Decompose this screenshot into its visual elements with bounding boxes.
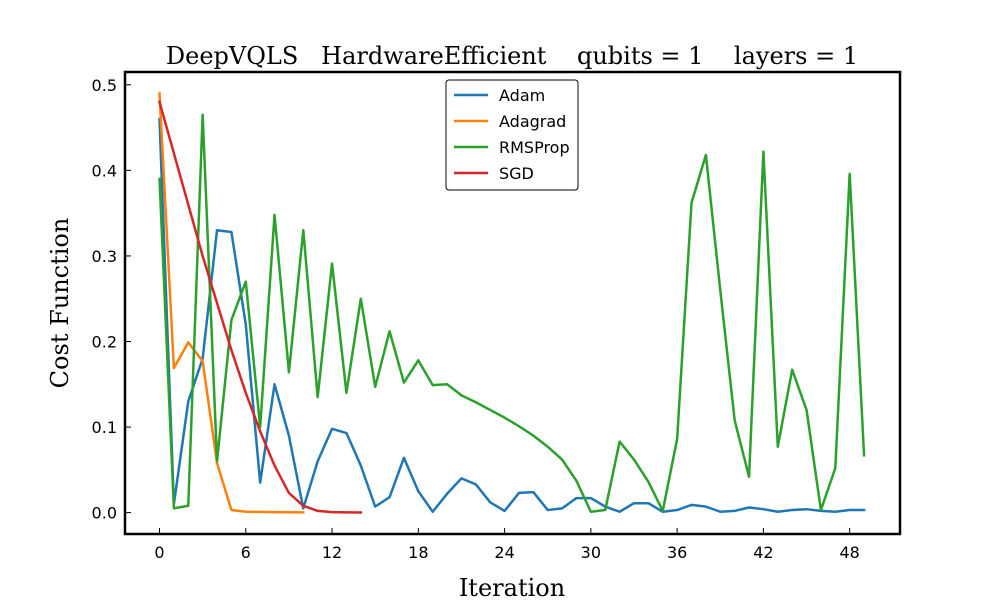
x-tick-label: 30	[581, 543, 601, 562]
y-tick-label: 0.2	[92, 333, 117, 352]
y-axis-label: Cost Function	[46, 218, 74, 389]
y-tick-label: 0.0	[92, 504, 117, 523]
legend-label-rmsprop: RMSProp	[499, 138, 570, 157]
legend-label-adagrad: Adagrad	[499, 112, 566, 131]
legend-label-sgd: SGD	[499, 164, 534, 183]
x-tick-label: 36	[667, 543, 687, 562]
series-line-adagrad	[158, 92, 305, 514]
x-tick-label: 18	[408, 543, 428, 562]
chart-title: DeepVQLS HardwareEfficient qubits = 1 la…	[166, 42, 858, 70]
y-tick-label: 0.4	[92, 161, 117, 180]
x-tick-label: 0	[154, 543, 164, 562]
y-tick-label: 0.5	[92, 76, 117, 95]
x-axis: 0 6 12 18 24 30 36 42 48	[154, 528, 860, 562]
x-tick-label: 42	[753, 543, 773, 562]
x-tick-label: 12	[322, 543, 342, 562]
series-line-sgd	[157, 100, 363, 514]
x-tick-label: 24	[494, 543, 514, 562]
y-axis: 0.0 0.1 0.2 0.3 0.4 0.5	[92, 76, 131, 523]
legend-box	[445, 79, 579, 191]
x-tick-label: 6	[241, 543, 251, 562]
legend: Adam Adagrad RMSProp SGD	[445, 79, 579, 191]
x-axis-label: Iteration	[459, 574, 565, 600]
y-tick-label: 0.3	[92, 247, 117, 266]
x-tick-label: 48	[839, 543, 859, 562]
series-line-rmsprop	[158, 113, 866, 514]
series-layer	[157, 92, 866, 514]
y-tick-label: 0.1	[92, 418, 117, 437]
legend-label-adam: Adam	[499, 86, 545, 105]
series-line-adam	[158, 117, 866, 514]
plot-area-frame	[123, 70, 902, 536]
